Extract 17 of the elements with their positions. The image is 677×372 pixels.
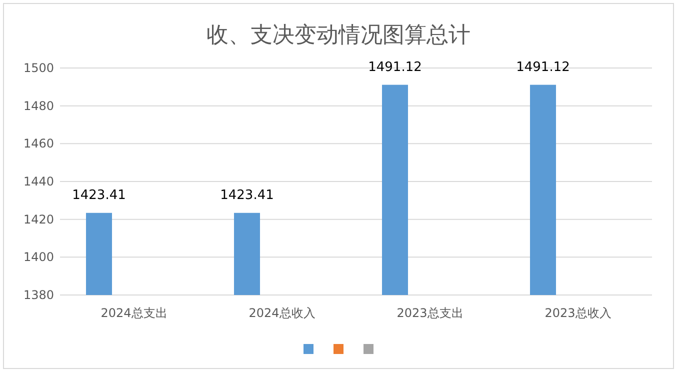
x-tick-label: 2023总收入 bbox=[544, 306, 612, 320]
x-tick-label: 2023总支出 bbox=[396, 306, 464, 320]
chart-title: 收、支决变动情况图算总计 bbox=[206, 23, 470, 48]
data-label: 1491.12 bbox=[368, 60, 422, 75]
y-tick-label: 1400 bbox=[23, 250, 54, 264]
y-tick-label: 1500 bbox=[23, 61, 54, 75]
y-tick-label: 1480 bbox=[23, 98, 54, 113]
data-label: 1491.12 bbox=[516, 60, 570, 75]
x-tick-label: 2024总支出 bbox=[100, 306, 168, 320]
y-tick-label: 1460 bbox=[23, 136, 54, 151]
data-label: 1423.41 bbox=[72, 188, 126, 203]
plot: 1380 1400 1420 1440 1460 1480 1500 2024总支出 2024总收入 2023总支出 2023总收入 1423.41 1423.41 1491.12 1491.12 bbox=[23, 60, 652, 320]
y-tick-label: 1440 bbox=[23, 174, 54, 188]
y-tick-label: 1420 bbox=[23, 212, 54, 226]
data-label: 1423.41 bbox=[220, 188, 274, 203]
y-tick-label: 1380 bbox=[23, 288, 54, 302]
x-tick-label: 2024总收入 bbox=[248, 306, 316, 320]
